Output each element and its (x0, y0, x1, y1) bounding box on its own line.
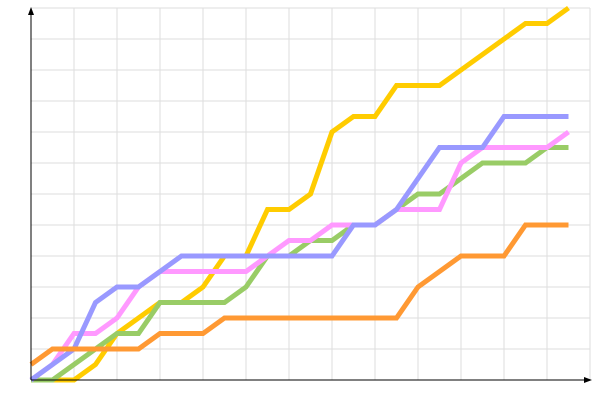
series-line-2 (29, 129, 570, 383)
series-line-4 (29, 222, 569, 367)
series-line-0 (31, 5, 570, 383)
y-axis-arrow-icon (28, 7, 34, 15)
grid (31, 7, 591, 380)
x-axis-arrow-icon (584, 377, 592, 383)
series-line-3 (29, 114, 569, 383)
axes (28, 7, 592, 383)
series-group (29, 5, 570, 383)
series-line-1 (31, 145, 569, 383)
